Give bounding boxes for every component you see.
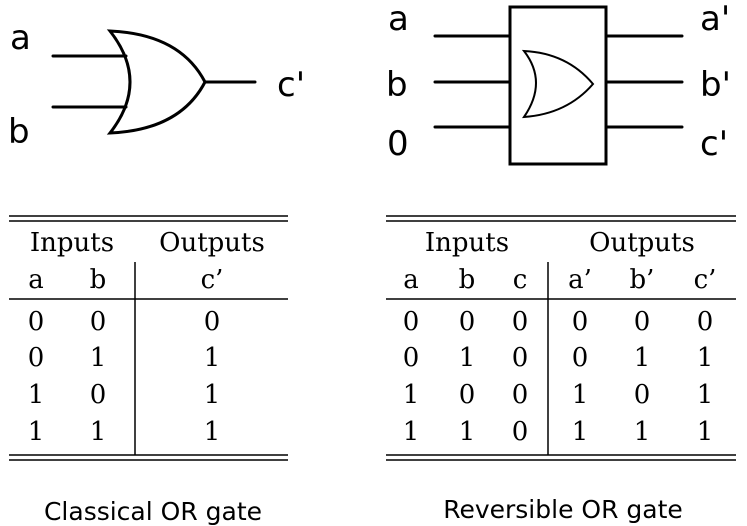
classical-cell: 0 (28, 343, 45, 373)
classical-cell: 1 (28, 380, 45, 410)
reversible-truth-table: Inputs Outputs a b c a’ b’ c’ 0 0 0 0 0 … (386, 215, 736, 461)
classical-cell: 0 (28, 307, 45, 337)
reversible-label-out-c: c' (700, 124, 728, 164)
classical-truth-table: Inputs Outputs a b c’ 0 0 0 0 1 1 1 0 1 … (9, 215, 288, 461)
reversible-label-out-a: a' (700, 0, 730, 39)
reversible-cell: 1 (459, 417, 476, 447)
classical-header-outputs: Outputs (159, 228, 265, 258)
reversible-or-gate (433, 5, 684, 166)
reversible-col-header-a-out: a’ (568, 265, 592, 295)
reversible-label-out-b: b' (700, 65, 731, 105)
reversible-cell: 1 (634, 417, 651, 447)
reversible-gate-box (508, 5, 608, 166)
classical-label-b: b (8, 112, 30, 152)
classical-cell: 1 (28, 417, 45, 447)
reversible-cell: 0 (572, 343, 589, 373)
reversible-col-header-c: c (513, 265, 528, 295)
classical-caption: Classical OR gate (44, 497, 262, 526)
reversible-inner-or-symbol (521, 49, 595, 119)
reversible-cell: 1 (572, 417, 589, 447)
reversible-cell: 1 (459, 343, 476, 373)
classical-col-header-c: c’ (201, 265, 224, 295)
classical-col-header-b: b (90, 265, 107, 295)
reversible-label-in-0: 0 (387, 124, 409, 164)
classical-cell: 1 (90, 417, 107, 447)
classical-cell: 1 (204, 343, 221, 373)
reversible-cell: 1 (697, 380, 714, 410)
reversible-col-header-a: a (403, 265, 419, 295)
classical-cell: 1 (90, 343, 107, 373)
reversible-label-in-b: b (386, 65, 408, 105)
reversible-cell: 0 (634, 307, 651, 337)
classical-cell: 0 (204, 307, 221, 337)
classical-header-inputs: Inputs (30, 228, 114, 258)
reversible-cell: 0 (512, 380, 529, 410)
reversible-cell: 0 (512, 307, 529, 337)
reversible-col-header-b-out: b’ (630, 265, 655, 295)
reversible-label-in-a: a (388, 0, 409, 39)
reversible-cell: 0 (403, 307, 420, 337)
reversible-cell: 0 (634, 380, 651, 410)
reversible-col-header-b: b (459, 265, 476, 295)
reversible-header-outputs: Outputs (589, 228, 695, 258)
classical-label-a: a (10, 18, 31, 58)
reversible-cell: 1 (697, 417, 714, 447)
classical-cell: 1 (204, 380, 221, 410)
reversible-cell: 0 (459, 307, 476, 337)
classical-cell: 0 (90, 380, 107, 410)
reversible-cell: 0 (512, 343, 529, 373)
reversible-cell: 0 (512, 417, 529, 447)
reversible-cell: 1 (572, 380, 589, 410)
classical-label-out: c' (277, 65, 305, 105)
reversible-cell: 0 (572, 307, 589, 337)
reversible-cell: 0 (459, 380, 476, 410)
reversible-caption: Reversible OR gate (443, 495, 683, 524)
reversible-cell: 0 (403, 343, 420, 373)
reversible-cell: 0 (697, 307, 714, 337)
classical-cell: 0 (90, 307, 107, 337)
classical-or-body (106, 29, 207, 135)
reversible-col-header-c-out: c’ (694, 265, 717, 295)
reversible-cell: 1 (403, 417, 420, 447)
reversible-cell: 1 (634, 343, 651, 373)
reversible-header-inputs: Inputs (425, 228, 509, 258)
classical-col-header-a: a (28, 265, 44, 295)
reversible-cell: 1 (403, 380, 420, 410)
reversible-cell: 1 (697, 343, 714, 373)
classical-or-gate (51, 29, 257, 135)
classical-cell: 1 (204, 417, 221, 447)
